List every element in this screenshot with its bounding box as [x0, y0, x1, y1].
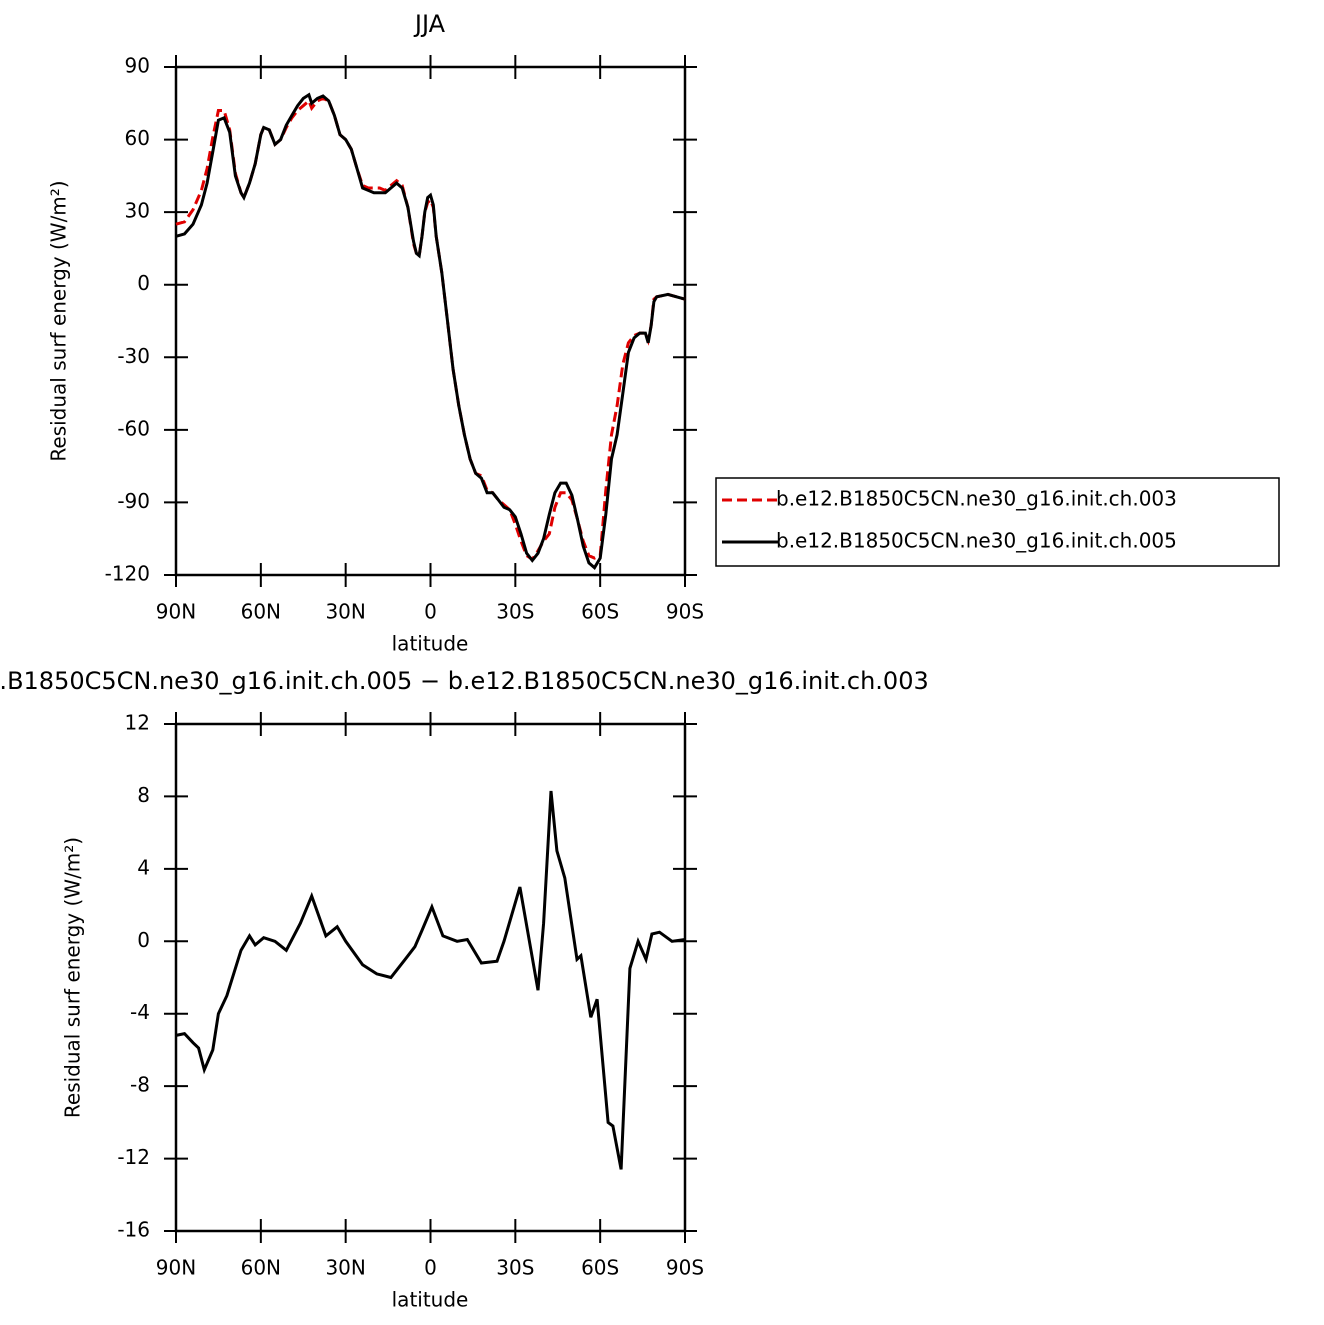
y-tick-label: 60 — [125, 126, 150, 150]
legend-label: b.e12.B1850C5CN.ne30_g16.init.ch.003 — [776, 487, 1177, 511]
x-tick-label: 60N — [241, 1256, 281, 1280]
y-tick-label: 90 — [125, 54, 150, 78]
data-line — [175, 790, 686, 1170]
legend-box — [715, 477, 1280, 567]
y-tick-label: 0 — [137, 928, 150, 952]
y-tick-label: 30 — [125, 199, 150, 223]
y-tick-label: -30 — [117, 344, 150, 368]
plot-frame — [174, 65, 687, 577]
legend-label: b.e12.B1850C5CN.ne30_g16.init.ch.005 — [776, 529, 1177, 553]
chart-title: b.e12.B1850C5CN.ne30_g16.init.ch.005 − b… — [0, 667, 929, 695]
y-tick-label: 4 — [137, 855, 150, 879]
x-tick-label: 90N — [156, 1256, 196, 1280]
y-tick-label: -90 — [117, 489, 150, 513]
x-tick-label: 0 — [424, 1256, 437, 1280]
x-tick-label: 30S — [496, 1256, 534, 1280]
x-axis-label: latitude — [392, 1288, 469, 1312]
y-axis-label: Residual surf energy (W/m²) — [61, 837, 85, 1118]
chart-title: JJA — [413, 10, 446, 38]
y-tick-label: 12 — [125, 711, 150, 735]
y-axis-label: Residual surf energy (W/m²) — [47, 180, 71, 461]
x-axis-label: latitude — [392, 632, 469, 656]
x-tick-label: 60N — [241, 600, 281, 624]
x-tick-label: 30S — [496, 600, 534, 624]
y-tick-label: 8 — [137, 783, 150, 807]
x-tick-label: 90N — [156, 600, 196, 624]
y-tick-label: -8 — [130, 1073, 150, 1097]
y-tick-label: -120 — [105, 562, 150, 586]
x-tick-label: 60S — [581, 600, 619, 624]
x-tick-label: 30N — [325, 600, 365, 624]
y-tick-label: -16 — [117, 1218, 150, 1242]
x-tick-label: 90S — [666, 600, 704, 624]
data-line — [175, 92, 686, 571]
y-tick-label: 0 — [137, 271, 150, 295]
y-tick-label: -4 — [130, 1000, 150, 1024]
x-tick-label: 30N — [325, 1256, 365, 1280]
plot-frame — [174, 722, 687, 1233]
x-tick-label: 60S — [581, 1256, 619, 1280]
x-tick-label: 90S — [666, 1256, 704, 1280]
y-tick-label: -12 — [117, 1145, 150, 1169]
x-tick-label: 0 — [424, 600, 437, 624]
y-tick-label: -60 — [117, 416, 150, 440]
